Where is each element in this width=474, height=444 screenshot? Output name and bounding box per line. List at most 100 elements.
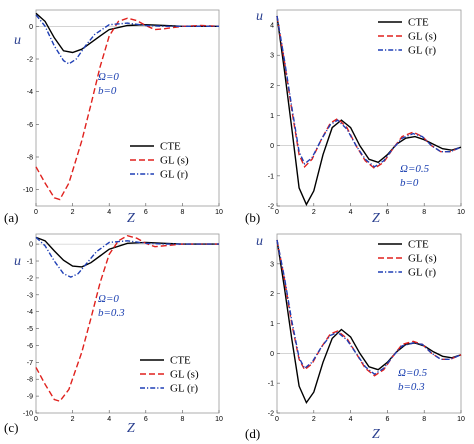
legend-label: GL (s) <box>408 31 437 43</box>
x-tick-label: 4 <box>349 416 353 423</box>
x-tick-label: 10 <box>457 209 465 216</box>
legend-label: CTE <box>408 239 429 251</box>
y-tick-label: 0 <box>29 242 33 249</box>
y-tick-label: -2 <box>268 411 274 418</box>
x-axis-label: Z <box>127 211 135 226</box>
parameter-annotation: Ω=0.5 <box>400 163 430 175</box>
x-tick-label: 4 <box>107 209 111 216</box>
series-glr-line <box>35 236 219 278</box>
parameter-annotation: Ω=0.5 <box>398 367 428 379</box>
x-tick-label: 4 <box>349 209 353 216</box>
y-tick-label: 3 <box>270 53 274 60</box>
x-tick-label: 2 <box>312 416 316 423</box>
x-tick-label: 10 <box>457 416 465 423</box>
legend-label: GL (r) <box>160 169 188 181</box>
legend: CTE GL (s) GL (r) <box>378 17 437 57</box>
y-tick-label: -1 <box>268 173 274 180</box>
series-glr-line <box>35 14 219 65</box>
x-tick-label: 0 <box>275 416 279 423</box>
y-tick-label: 3 <box>270 261 274 268</box>
x-tick-label: 2 <box>71 209 75 216</box>
y-tick-label: -3 <box>27 292 33 299</box>
panel-label: (d) <box>245 426 260 441</box>
y-tick-label: -7 <box>27 360 33 367</box>
y-tick-label: -8 <box>27 155 33 162</box>
x-axis-label: Z <box>127 421 135 436</box>
legend-label: GL (s) <box>408 253 437 265</box>
legend: CTE GL (s) GL (r) <box>140 355 199 395</box>
x-tick-label: 6 <box>385 416 389 423</box>
y-tick-label: 1 <box>270 321 274 328</box>
legend-label: CTE <box>160 141 181 153</box>
x-tick-label: 8 <box>422 209 426 216</box>
y-tick-label: -10 <box>23 187 33 194</box>
series-cte-line <box>276 239 462 405</box>
y-axis-label: u <box>14 254 21 269</box>
parameter-annotation: b=0 <box>98 85 117 97</box>
y-tick-label: -2 <box>27 57 33 64</box>
series-glr-line <box>276 15 462 168</box>
y-tick-label: 0 <box>270 143 274 150</box>
y-tick-label: -1 <box>27 259 33 266</box>
x-tick-label: 10 <box>215 416 223 423</box>
legend: CTE GL (s) GL (r) <box>130 141 189 181</box>
y-tick-label: -6 <box>27 343 33 350</box>
x-tick-label: 2 <box>71 416 75 423</box>
parameter-annotation: Ω=0 <box>98 71 119 83</box>
y-tick-label: 1 <box>270 113 274 120</box>
y-tick-label: 2 <box>270 291 274 298</box>
y-tick-label: -2 <box>27 275 33 282</box>
series-gls-line <box>35 234 219 403</box>
parameter-annotation: b=0.3 <box>98 307 125 319</box>
y-tick-label: -9 <box>27 394 33 401</box>
x-tick-label: 6 <box>385 209 389 216</box>
y-tick-label: 4 <box>270 23 274 30</box>
legend-label: GL (r) <box>170 383 198 395</box>
x-axis-label: Z <box>372 211 380 226</box>
x-tick-label: 8 <box>422 416 426 423</box>
legend-label: CTE <box>408 17 429 29</box>
series-cte-line <box>35 12 219 54</box>
x-tick-label: 6 <box>144 416 148 423</box>
legend-label: GL (s) <box>170 369 199 381</box>
y-tick-label: -4 <box>27 89 33 96</box>
legend-label: GL (r) <box>408 267 436 279</box>
parameter-annotation: Ω=0 <box>98 293 119 305</box>
legend-label: GL (s) <box>160 155 189 167</box>
legend: CTE GL (s) GL (r) <box>378 239 437 279</box>
y-tick-label: -8 <box>27 377 33 384</box>
y-axis-label: u <box>14 33 21 48</box>
plot-frame <box>276 9 462 207</box>
x-tick-label: 0 <box>34 209 38 216</box>
y-axis-label: u <box>256 234 263 249</box>
x-tick-label: 8 <box>180 209 184 216</box>
plot-frame <box>35 9 220 207</box>
y-axis-label: u <box>256 9 263 24</box>
series-cte-line <box>35 236 219 268</box>
x-axis-label: Z <box>372 427 380 442</box>
y-tick-label: 2 <box>270 83 274 90</box>
panel-1: 0 2 4 6 8 10 0 -2 -4 -6 -8 -10 u Z (a) Ω=0 b=0 CTE GL (s) G… <box>4 9 223 226</box>
y-tick-label: 0 <box>29 24 33 31</box>
x-tick-label: 8 <box>180 416 184 423</box>
plot-frame <box>35 233 220 414</box>
panel-label: (c) <box>4 420 18 435</box>
parameter-annotation: b=0.3 <box>398 381 425 393</box>
panel-3: 0 2 4 6 8 10 0 -1 -2 -3 -4 -5 -6 -7 -8 -9 -10 u Z (c) Ω=0 b=0… <box>4 233 223 436</box>
x-tick-label: 4 <box>107 416 111 423</box>
y-tick-label: -10 <box>23 411 33 418</box>
x-tick-label: 2 <box>312 209 316 216</box>
parameter-annotation: b=0 <box>400 177 419 189</box>
y-tick-label: -1 <box>268 381 274 388</box>
y-tick-label: -5 <box>27 326 33 333</box>
x-tick-label: 10 <box>215 209 223 216</box>
legend-label: GL (r) <box>408 45 436 57</box>
series-glr-line <box>276 239 462 376</box>
panel-label: (a) <box>4 210 18 225</box>
x-tick-label: 6 <box>144 209 148 216</box>
y-tick-label: 0 <box>270 351 274 358</box>
y-tick-label: -6 <box>27 122 33 129</box>
